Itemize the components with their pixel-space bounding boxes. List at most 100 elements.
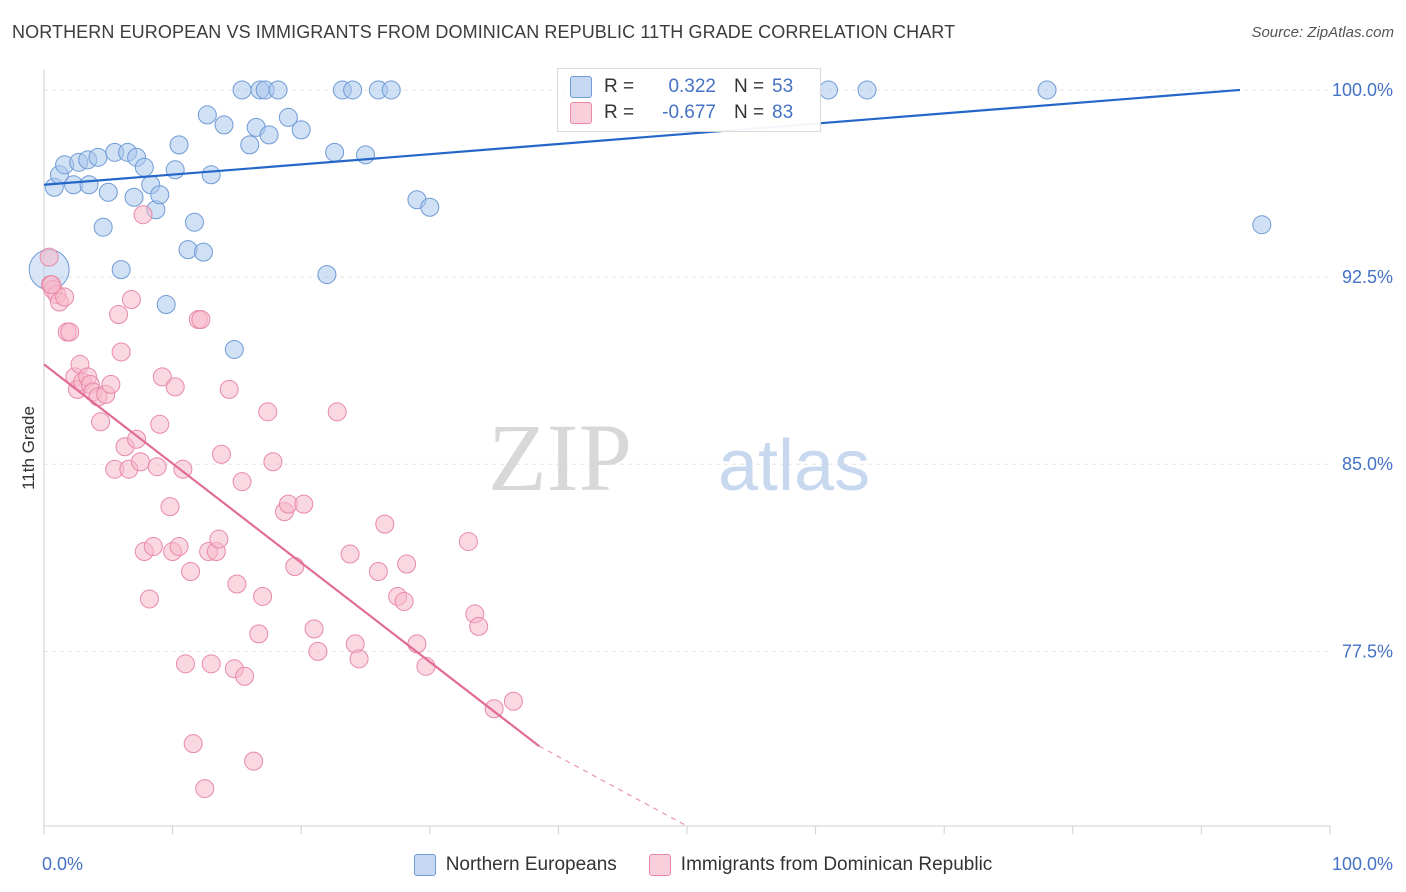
point-dominican: [340, 544, 360, 564]
point-northern: [232, 80, 252, 100]
point-dominican: [308, 641, 328, 661]
point-dominican: [458, 532, 478, 552]
trend-line-dominican: [43, 363, 540, 748]
point-dominican: [407, 634, 427, 654]
point-dominican: [375, 514, 395, 534]
point-northern: [88, 147, 108, 167]
point-dominican: [244, 751, 264, 771]
r-value: 0.322: [668, 76, 716, 97]
point-northern: [1252, 215, 1272, 235]
point-dominican: [101, 374, 121, 394]
point-dominican: [227, 574, 247, 594]
point-dominican: [397, 554, 417, 574]
chart-title: NORTHERN EUROPEAN VS IMMIGRANTS FROM DOM…: [12, 22, 956, 42]
point-dominican: [42, 275, 62, 295]
legend-swatch-blue: [413, 854, 436, 876]
point-dominican: [127, 429, 147, 449]
point-northern: [857, 80, 877, 100]
point-dominican: [294, 494, 314, 514]
point-dominican: [191, 310, 211, 330]
point-dominican: [285, 557, 305, 577]
legend-label-northern: Northern Europeans: [445, 854, 617, 875]
r-value: -0.677: [662, 102, 716, 123]
point-northern: [193, 242, 213, 262]
point-dominican: [111, 342, 131, 362]
point-northern: [165, 160, 185, 180]
n-value: 53: [772, 76, 794, 97]
point-northern: [79, 175, 99, 195]
point-dominican: [484, 699, 504, 719]
swatch-pink: [570, 102, 592, 124]
point-northern: [291, 120, 311, 140]
point-northern: [259, 125, 279, 145]
trend-lines: [43, 88, 1241, 827]
point-northern: [134, 157, 154, 177]
point-dominican: [175, 654, 195, 674]
point-dominican: [165, 377, 185, 397]
y-axis-label: 11th Grade: [19, 406, 38, 490]
point-northern: [93, 217, 113, 237]
point-dominican: [169, 537, 189, 557]
y-tick-label: 85.0%: [1342, 454, 1393, 474]
point-dominican: [39, 247, 59, 267]
point-dominican: [503, 691, 523, 711]
tick-labels: 77.5% 85.0% 92.5% 100.0% 0.0% 100.0% 11th Grad…: [19, 80, 1393, 874]
y-tick-label: 92.5%: [1342, 267, 1393, 287]
point-northern: [420, 197, 440, 217]
chart-source: Source: ZipAtlas.com: [1251, 24, 1394, 41]
legend-item-dominican: Immigrants from Dominican Republic: [648, 854, 992, 876]
point-dominican: [349, 649, 369, 669]
watermark: ZIP atlas: [488, 404, 870, 511]
point-northern: [224, 339, 244, 359]
point-dominican: [394, 591, 414, 611]
point-dominican: [195, 779, 215, 799]
point-northern: [156, 295, 176, 315]
point-northern: [201, 165, 221, 185]
point-northern: [1037, 80, 1057, 100]
data-points: [28, 80, 1272, 799]
grid: [44, 89, 1330, 652]
point-dominican: [91, 412, 111, 432]
point-northern: [278, 107, 298, 127]
point-dominican: [209, 529, 229, 549]
point-dominican: [327, 402, 347, 422]
n-value: 83: [772, 102, 794, 123]
point-dominican: [211, 444, 231, 464]
r-label: R =: [604, 102, 635, 123]
y-tick-label: 100.0%: [1332, 80, 1393, 100]
point-northern: [124, 187, 144, 207]
legend-swatch-pink: [648, 854, 671, 876]
trend-line-northern: [43, 88, 1241, 186]
series-legend: Northern Europeans Immigrants from Domin…: [0, 850, 1406, 880]
point-northern: [169, 135, 189, 155]
point-northern: [317, 265, 337, 285]
point-dominican: [253, 586, 273, 606]
stats-row-dominican: R = -0.677 N = 83: [570, 100, 793, 126]
point-dominican: [304, 619, 324, 639]
point-dominican: [258, 402, 278, 422]
point-northern: [184, 212, 204, 232]
point-dominican: [150, 414, 170, 434]
x-tick-label-max: 100.0%: [1332, 854, 1393, 874]
point-dominican: [133, 205, 153, 225]
point-dominican: [201, 654, 221, 674]
stats-legend: R = 0.322 N = 53 R = -0.677 N = 83: [557, 68, 821, 132]
point-dominican: [60, 322, 80, 342]
point-northern: [150, 185, 170, 205]
point-northern: [381, 80, 401, 100]
point-northern: [197, 105, 217, 125]
point-northern: [268, 80, 288, 100]
watermark-atlas: atlas: [718, 426, 870, 506]
point-dominican: [235, 666, 255, 686]
point-dominican: [55, 287, 75, 307]
point-dominican: [469, 616, 489, 636]
point-northern: [111, 260, 131, 280]
point-dominican: [130, 452, 150, 472]
point-dominican: [263, 452, 283, 472]
stats-row-northern: R = 0.322 N = 53: [570, 74, 793, 100]
point-dominican: [183, 734, 203, 754]
point-dominican: [139, 589, 159, 609]
point-dominican: [249, 624, 269, 644]
point-northern: [240, 135, 260, 155]
point-dominican: [219, 379, 239, 399]
